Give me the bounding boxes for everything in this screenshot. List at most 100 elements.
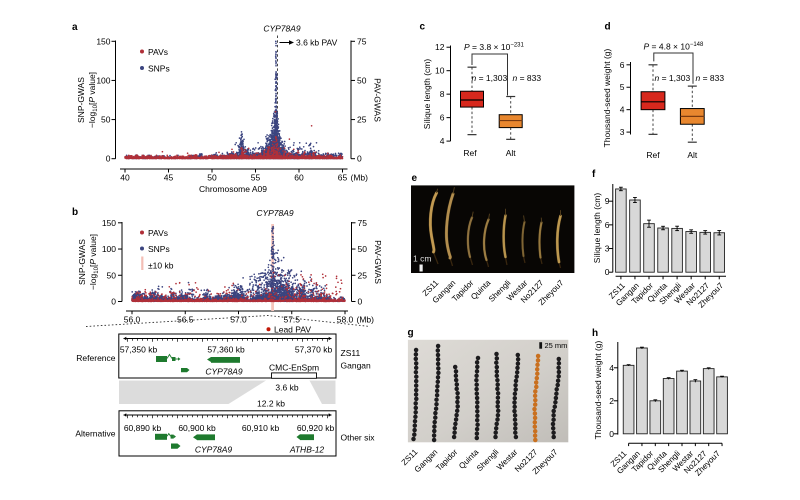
- svg-text:60,920 kb: 60,920 kb: [297, 423, 335, 433]
- svg-text:PAVs: PAVs: [148, 47, 168, 57]
- svg-text:50: 50: [107, 270, 117, 280]
- svg-text:CYP78A9: CYP78A9: [205, 367, 243, 377]
- svg-text:Thousand-seed weight (g): Thousand-seed weight (g): [593, 340, 603, 439]
- svg-text:Tapidor: Tapidor: [434, 447, 459, 472]
- svg-text:57,360 kb: 57,360 kb: [207, 345, 245, 355]
- svg-text:Alternative: Alternative: [75, 429, 115, 439]
- svg-text:0: 0: [357, 154, 362, 164]
- svg-text:±10 kb: ±10 kb: [148, 261, 174, 271]
- svg-text:50: 50: [101, 115, 111, 125]
- svg-text:P = 4.8 × 10−148: P = 4.8 × 10−148: [644, 42, 705, 52]
- svg-text:PAVs: PAVs: [148, 228, 168, 238]
- svg-text:Silique length (cm): Silique length (cm): [422, 59, 432, 130]
- svg-text:150: 150: [96, 36, 110, 46]
- svg-text:8: 8: [440, 89, 445, 99]
- svg-text:Lead PAV: Lead PAV: [274, 325, 311, 335]
- svg-text:6: 6: [605, 220, 610, 230]
- svg-text:0: 0: [605, 267, 610, 277]
- svg-text:SNPs: SNPs: [148, 64, 170, 74]
- svg-text:150: 150: [102, 218, 116, 228]
- svg-text:57,350 kb: 57,350 kb: [120, 345, 158, 355]
- svg-text:6: 6: [440, 113, 445, 123]
- svg-text:12: 12: [435, 42, 445, 52]
- svg-text:65: 65: [338, 173, 348, 183]
- svg-text:Alt: Alt: [506, 148, 517, 158]
- svg-text:SNPs: SNPs: [148, 244, 170, 254]
- svg-text:Reference: Reference: [76, 353, 115, 363]
- svg-text:n = 833: n = 833: [513, 73, 542, 83]
- svg-text:0: 0: [358, 297, 363, 307]
- svg-text:40: 40: [120, 173, 130, 183]
- svg-text:Chromosome A09: Chromosome A09: [199, 184, 267, 194]
- svg-text:PAV-GWAS: PAV-GWAS: [373, 78, 383, 122]
- svg-text:P = 3.8 × 10−231: P = 3.8 × 10−231: [464, 42, 525, 52]
- svg-text:b: b: [72, 207, 78, 218]
- svg-text:75: 75: [357, 36, 367, 46]
- svg-text:60,910 kb: 60,910 kb: [242, 423, 280, 433]
- svg-text:Silique length (cm): Silique length (cm): [592, 193, 602, 264]
- svg-text:4: 4: [609, 363, 614, 373]
- svg-text:e: e: [412, 173, 418, 184]
- svg-text:n = 1,303: n = 1,303: [472, 73, 508, 83]
- svg-text:−log10[P value]: −log10[P value]: [87, 72, 99, 128]
- svg-text:a: a: [72, 22, 78, 33]
- svg-text:d: d: [605, 22, 611, 33]
- svg-text:CMC-EnSpm: CMC-EnSpm: [269, 363, 319, 373]
- svg-text:ATHB-12: ATHB-12: [289, 445, 325, 455]
- svg-text:2: 2: [609, 396, 614, 406]
- svg-text:CYP78A9: CYP78A9: [195, 445, 233, 455]
- svg-text:57,370 kb: 57,370 kb: [295, 345, 333, 355]
- svg-text:c: c: [420, 22, 426, 33]
- svg-text:100: 100: [102, 244, 116, 254]
- svg-text:25 mm: 25 mm: [545, 341, 568, 350]
- svg-text:25: 25: [357, 115, 367, 125]
- svg-text:100: 100: [96, 75, 110, 85]
- svg-text:3.6 kb: 3.6 kb: [275, 383, 298, 393]
- svg-text:n = 833: n = 833: [696, 73, 725, 83]
- svg-text:60,890 kb: 60,890 kb: [124, 423, 162, 433]
- svg-text:57.0: 57.0: [230, 315, 247, 325]
- svg-text:50: 50: [207, 173, 217, 183]
- svg-text:n = 1,303: n = 1,303: [655, 73, 691, 83]
- svg-text:0: 0: [111, 297, 116, 307]
- svg-text:50: 50: [358, 244, 368, 254]
- svg-text:55: 55: [251, 173, 261, 183]
- svg-text:58.0: 58.0: [337, 315, 354, 325]
- svg-text:12.2 kb: 12.2 kb: [257, 399, 285, 409]
- svg-text:(Mb): (Mb): [351, 173, 369, 183]
- svg-text:CYP78A9: CYP78A9: [263, 24, 301, 34]
- svg-text:5: 5: [620, 82, 625, 92]
- svg-text:Shengli: Shengli: [475, 447, 501, 473]
- svg-text:3: 3: [605, 244, 610, 254]
- svg-text:9: 9: [605, 196, 610, 206]
- svg-text:0: 0: [106, 154, 111, 164]
- svg-text:SNP-GWAS: SNP-GWAS: [77, 239, 87, 285]
- svg-text:CYP78A9: CYP78A9: [256, 208, 294, 218]
- svg-text:f: f: [592, 169, 596, 180]
- svg-text:4: 4: [440, 136, 445, 146]
- svg-text:Ref: Ref: [463, 148, 477, 158]
- svg-text:Gangan: Gangan: [341, 361, 372, 371]
- svg-text:6: 6: [620, 60, 625, 70]
- svg-text:56.0: 56.0: [124, 315, 141, 325]
- svg-text:45: 45: [164, 173, 174, 183]
- svg-text:ZS11: ZS11: [341, 348, 361, 358]
- svg-text:4: 4: [620, 105, 625, 115]
- svg-text:57.5: 57.5: [283, 315, 300, 325]
- svg-text:60,900 kb: 60,900 kb: [178, 423, 216, 433]
- svg-text:−log10[P value]: −log10[P value]: [88, 234, 100, 290]
- svg-text:Ref: Ref: [646, 150, 660, 160]
- svg-text:50: 50: [357, 75, 367, 85]
- svg-text:3: 3: [620, 127, 625, 137]
- svg-text:PAV-GWAS: PAV-GWAS: [373, 240, 383, 284]
- svg-text:SNP-GWAS: SNP-GWAS: [76, 77, 86, 123]
- svg-text:0: 0: [609, 429, 614, 439]
- svg-text:Thousand-seed weight (g): Thousand-seed weight (g): [602, 48, 612, 147]
- svg-text:g: g: [408, 328, 414, 339]
- svg-text:3.6 kb PAV: 3.6 kb PAV: [296, 38, 338, 48]
- svg-text:1 cm: 1 cm: [413, 254, 431, 264]
- svg-text:h: h: [592, 328, 598, 339]
- svg-text:(Mb): (Mb): [357, 315, 375, 325]
- svg-text:56.5: 56.5: [177, 315, 194, 325]
- svg-text:Other six: Other six: [341, 433, 376, 443]
